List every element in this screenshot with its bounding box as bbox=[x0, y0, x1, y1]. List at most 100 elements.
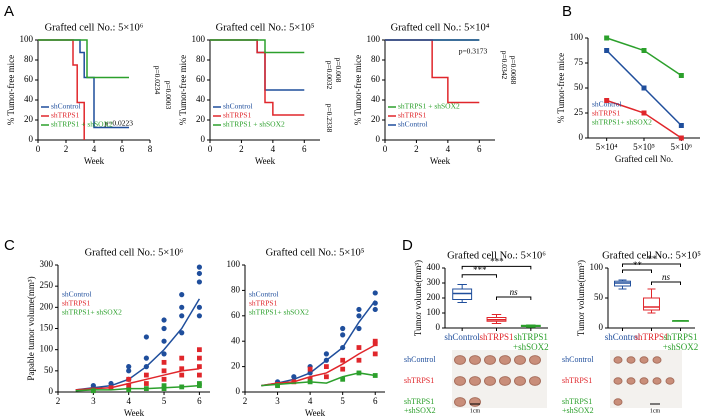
legend-label: shTRPS1 bbox=[592, 109, 621, 118]
point bbox=[126, 368, 132, 374]
legend-label: shTRPS1 bbox=[249, 299, 278, 308]
point bbox=[196, 355, 202, 361]
point bbox=[161, 359, 167, 365]
chart-title: Grafted cell No.: 5×10⁵ bbox=[216, 22, 315, 33]
legend-label: shTRPS1 bbox=[223, 111, 252, 120]
point bbox=[196, 304, 202, 310]
significance-bracket bbox=[496, 296, 532, 300]
point bbox=[356, 345, 362, 350]
x-axis-label: Week bbox=[305, 408, 326, 418]
tumor-photo bbox=[454, 376, 466, 386]
x-tick-label: 2 bbox=[243, 396, 248, 406]
point bbox=[161, 338, 167, 344]
point bbox=[604, 35, 610, 41]
panel-label: D bbox=[402, 237, 413, 254]
point bbox=[604, 98, 610, 103]
point bbox=[196, 381, 202, 386]
x-tick-label: 4 bbox=[308, 396, 313, 406]
legend-label: shTRPS1 bbox=[398, 111, 427, 120]
y-tick-label: 100 bbox=[192, 34, 206, 44]
x-tick-label: 0 bbox=[208, 144, 213, 154]
y-tick-label: 40 bbox=[24, 94, 34, 104]
point bbox=[196, 270, 202, 277]
p-value: p=0.2338 bbox=[325, 104, 334, 133]
legend-label: shControl bbox=[51, 102, 81, 111]
y-tick-label: 80 bbox=[231, 284, 241, 294]
point bbox=[641, 48, 647, 53]
point bbox=[372, 338, 378, 344]
y-tick-label: 200 bbox=[427, 292, 441, 302]
x-tick-label: 4 bbox=[446, 144, 451, 154]
point bbox=[678, 135, 684, 141]
mean-line bbox=[261, 372, 376, 387]
y-tick-label: 20 bbox=[196, 114, 206, 124]
point bbox=[323, 351, 329, 357]
point bbox=[372, 290, 378, 296]
point bbox=[161, 386, 167, 392]
tumor-photo bbox=[639, 377, 649, 385]
p-value: p=0.0032 bbox=[325, 61, 334, 90]
x-tick-label: 2 bbox=[64, 144, 69, 154]
point bbox=[179, 313, 185, 319]
x-tick-label: 6 bbox=[120, 144, 125, 154]
y-tick-label: 60 bbox=[371, 74, 381, 84]
point bbox=[196, 279, 202, 285]
y-axis-label: % Tumor-free mice bbox=[556, 53, 566, 123]
tumor-photo bbox=[514, 376, 526, 386]
chart-title: Grafted cell No.: 5×10⁶ bbox=[45, 22, 144, 33]
y-tick-label: 100 bbox=[20, 34, 34, 44]
point bbox=[356, 357, 362, 363]
tumor-photo bbox=[469, 376, 481, 386]
survival-curve bbox=[210, 39, 305, 54]
box bbox=[643, 297, 660, 311]
x-tick-label: shTRPS1 bbox=[634, 332, 668, 342]
point bbox=[196, 372, 202, 378]
tumor-photo bbox=[469, 355, 481, 365]
point bbox=[126, 387, 132, 393]
tumor-photo bbox=[499, 376, 511, 386]
survival-curve bbox=[210, 39, 305, 116]
x-axis-label: Week bbox=[430, 156, 451, 166]
y-tick-label: 80 bbox=[196, 54, 206, 64]
photo-row-label: shTRPS1 +shSOX2 bbox=[404, 397, 436, 415]
y-tick-label: 100 bbox=[367, 34, 381, 44]
significance-label: ** bbox=[647, 254, 657, 264]
y-tick-label: 0 bbox=[599, 322, 604, 332]
point bbox=[641, 85, 647, 91]
p-value: p=0.0088 bbox=[509, 56, 518, 85]
y-tick-label: 0 bbox=[201, 134, 206, 144]
x-tick-label: 0 bbox=[383, 144, 388, 154]
y-tick-label: 60 bbox=[231, 310, 241, 320]
tumor-photo bbox=[652, 356, 662, 364]
x-tick-label: 5×10⁵ bbox=[633, 142, 655, 152]
y-tick-label: 0 bbox=[236, 386, 241, 396]
tumor-photo bbox=[454, 355, 466, 365]
point bbox=[196, 264, 202, 270]
survival-curve bbox=[38, 39, 129, 79]
y-tick-label: 0 bbox=[376, 134, 381, 144]
y-tick-label: 20 bbox=[24, 114, 34, 124]
point bbox=[323, 374, 329, 380]
x-tick-label: 6 bbox=[197, 396, 202, 406]
p-value: p=0.008 bbox=[334, 58, 343, 83]
point bbox=[126, 376, 132, 382]
panel-label: C bbox=[4, 237, 15, 254]
x-tick-label: 2 bbox=[56, 396, 61, 406]
significance-bracket bbox=[622, 263, 681, 267]
chart-title: Grafted cell No.: 5×10⁴ bbox=[391, 22, 490, 33]
tumor-photo bbox=[613, 398, 623, 406]
mean-line bbox=[261, 344, 376, 387]
y-tick-label: 25 bbox=[574, 107, 584, 117]
y-tick-label: 60 bbox=[24, 74, 34, 84]
tumor-photo bbox=[626, 377, 636, 385]
tumor-photo bbox=[613, 377, 623, 385]
x-axis-label: Week bbox=[124, 408, 145, 418]
y-tick-label: 100 bbox=[570, 32, 584, 42]
point bbox=[340, 376, 346, 382]
legend-label: shControl bbox=[223, 102, 253, 111]
point bbox=[126, 383, 132, 389]
survival-curve bbox=[38, 39, 129, 129]
point bbox=[143, 381, 149, 386]
y-tick-label: 0 bbox=[436, 322, 441, 332]
point bbox=[161, 317, 167, 323]
